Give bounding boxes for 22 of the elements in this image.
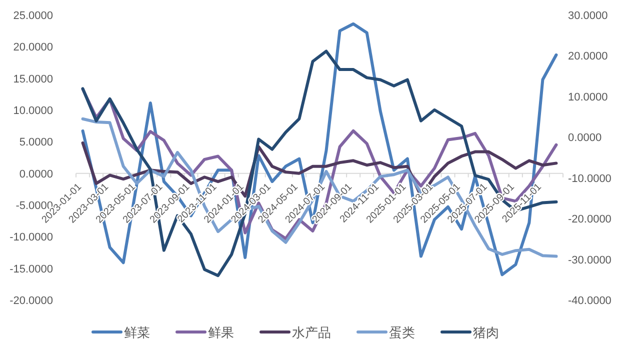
y-tick-label: 0.0000 [19,168,53,180]
y2-tick-label: -40.0000 [568,295,612,307]
y-tick-label: -20.0000 [10,295,53,307]
y-tick-label: 25.0000 [13,10,53,22]
y2-tick-label: 0.0000 [568,132,602,144]
y2-tick-label: -30.0000 [568,254,612,266]
y2-tick-label: 10.0000 [568,91,608,104]
y-tick-label: 5.0000 [19,136,53,149]
y2-tick-label: -10.0000 [568,172,612,185]
y2-tick-label: -20.0000 [568,214,612,226]
legend-label: 水产品 [292,325,331,340]
y2-tick-label: 30.0000 [568,10,608,22]
y-tick-label: -10.0000 [10,232,53,244]
y-tick-label: 20.0000 [13,42,53,54]
y-tick-label: -15.0000 [10,263,53,276]
legend-label: 猪肉 [473,325,499,340]
legend-label: 鲜果 [208,325,234,340]
y-tick-label: 15.0000 [13,73,53,86]
legend-label: 蛋类 [389,325,415,340]
y2-tick-label: 20.0000 [568,50,608,63]
y-tick-label: 10.0000 [13,105,53,117]
legend-label: 鲜菜 [124,325,150,340]
